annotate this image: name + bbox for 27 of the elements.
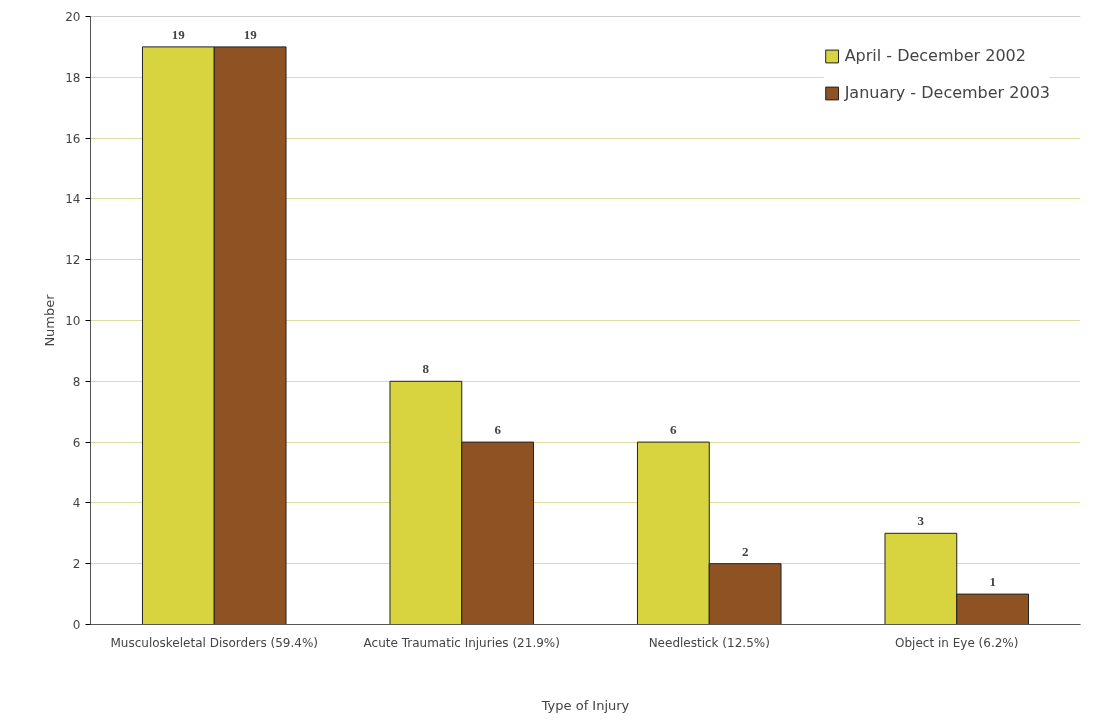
y-tick-label: 14 xyxy=(65,192,81,207)
y-tick-label: 6 xyxy=(72,435,81,450)
y-tick-label: 0 xyxy=(72,618,81,632)
data-label: 8 xyxy=(422,361,430,377)
data-label: 6 xyxy=(670,422,678,438)
data-label: 2 xyxy=(741,543,749,559)
y-tick-label: 4 xyxy=(72,496,81,511)
legend-label: January - December 2003 xyxy=(844,83,1050,102)
y-tick-label: 18 xyxy=(65,70,81,85)
x-axis-title: Type of Injury xyxy=(540,697,630,713)
y-tick-label: 12 xyxy=(65,253,81,268)
x-tick-label: Acute Traumatic Injuries (21.9%) xyxy=(363,635,560,650)
y-tick-label: 2 xyxy=(72,557,81,572)
x-tick-label: Needlestick (12.5%) xyxy=(648,635,770,650)
data-label: 3 xyxy=(917,513,925,529)
y-tick-label: 10 xyxy=(65,314,81,328)
x-tick-label: Object in Eye (6.2%) xyxy=(895,635,1019,650)
y-tick-label: 16 xyxy=(65,131,81,146)
legend-label: April - December 2002 xyxy=(844,46,1026,65)
y-tick-label: 20 xyxy=(65,10,81,24)
data-label: 6 xyxy=(494,422,502,438)
y-axis-title: Number xyxy=(42,293,58,347)
data-label: 19 xyxy=(243,26,258,42)
y-tick-label: 8 xyxy=(72,374,81,389)
data-label: 19 xyxy=(171,26,186,42)
x-tick-label: Musculoskeletal Disorders (59.4%) xyxy=(110,635,319,650)
data-label: 1 xyxy=(989,574,996,590)
